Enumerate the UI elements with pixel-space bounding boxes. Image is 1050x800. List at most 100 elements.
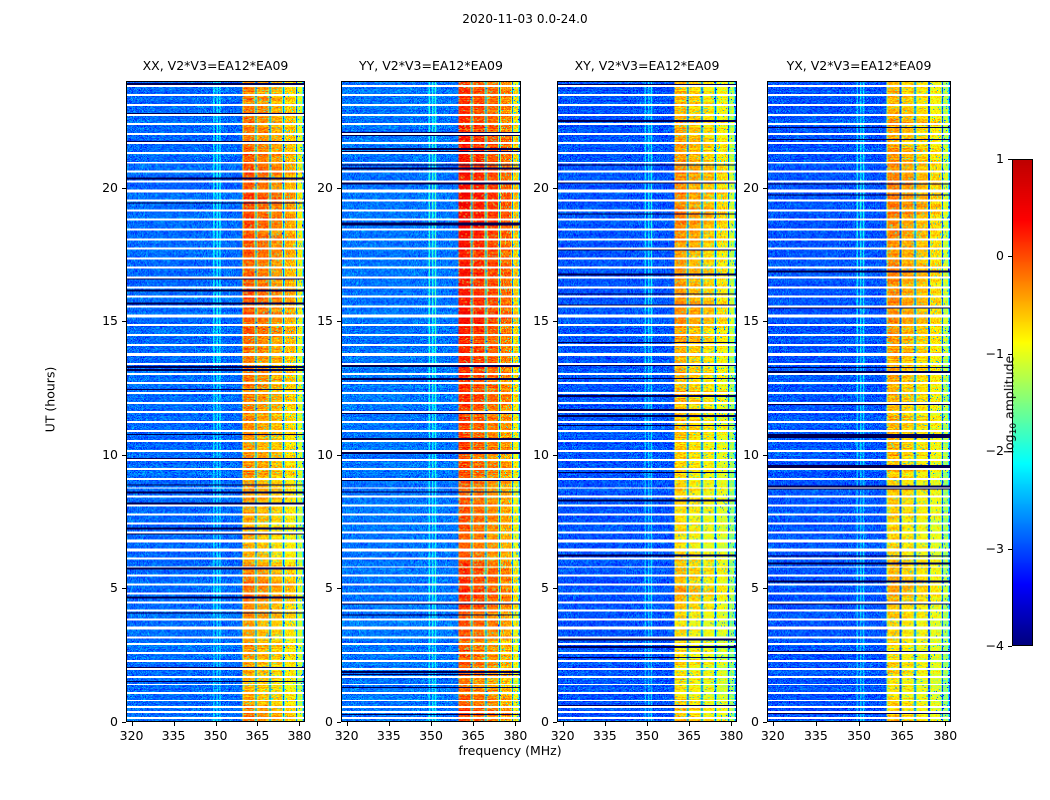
x-tick-label: 350 [419, 728, 443, 743]
heatmap-panel-yy [341, 81, 521, 722]
x-tick-label: 365 [677, 728, 702, 743]
x-tick-label: 320 [119, 728, 144, 743]
y-tick-mark [553, 722, 557, 723]
y-tick-label: 20 [102, 179, 118, 195]
x-tick-label: 335 [592, 728, 617, 743]
figure-suptitle: 2020-11-03 0.0-24.0 [462, 12, 588, 26]
y-tick-label: 20 [743, 179, 759, 195]
x-tick-label: 365 [890, 728, 915, 743]
y-tick-label: 10 [317, 446, 333, 462]
y-tick-mark [122, 588, 126, 589]
y-axis-label: UT (hours) [42, 366, 58, 433]
heatmap-panel-yx [767, 81, 951, 722]
x-tick-mark [431, 722, 432, 726]
y-tick-mark [337, 722, 341, 723]
y-tick-mark [553, 321, 557, 322]
y-tick-mark [553, 455, 557, 456]
x-tick-mark [515, 722, 516, 726]
y-tick-mark [763, 588, 767, 589]
colorbar-tick-label: −2 [985, 443, 1004, 459]
y-tick-label: 5 [541, 580, 549, 596]
x-tick-mark [859, 722, 860, 726]
y-tick-label: 10 [102, 446, 118, 462]
x-tick-mark [257, 722, 258, 726]
colorbar-label: log10 amplitude [1001, 355, 1019, 454]
x-tick-label: 365 [461, 728, 486, 743]
colorbar-tick-mark [1008, 451, 1012, 452]
x-tick-mark [347, 722, 348, 726]
y-tick-label: 5 [110, 580, 118, 596]
x-tick-mark [816, 722, 817, 726]
colorbar-tick-mark [1008, 159, 1012, 160]
y-tick-label: 10 [533, 446, 549, 462]
panel-title-xy: XY, V2*V3=EA12*EA09 [574, 58, 720, 73]
y-tick-label: 5 [325, 580, 333, 596]
y-tick-mark [763, 455, 767, 456]
y-tick-mark [553, 588, 557, 589]
y-tick-label: 15 [533, 313, 549, 329]
y-tick-mark [553, 188, 557, 189]
x-tick-mark [299, 722, 300, 726]
y-tick-mark [337, 455, 341, 456]
colorbar-tick-label: −3 [985, 540, 1004, 556]
x-tick-label: 350 [847, 728, 871, 743]
y-tick-mark [763, 722, 767, 723]
x-tick-mark [605, 722, 606, 726]
x-tick-label: 380 [719, 728, 744, 743]
y-tick-label: 15 [743, 313, 759, 329]
colorbar-tick-mark [1008, 354, 1012, 355]
x-tick-label: 380 [287, 728, 312, 743]
x-tick-mark [389, 722, 390, 726]
x-tick-label: 350 [635, 728, 659, 743]
y-tick-label: 0 [110, 714, 118, 729]
y-tick-mark [337, 321, 341, 322]
y-tick-mark [763, 321, 767, 322]
colorbar-tick-label: 1 [996, 151, 1004, 166]
x-tick-mark [773, 722, 774, 726]
y-tick-label: 0 [751, 714, 759, 729]
colorbar-tick-label: 0 [996, 248, 1004, 264]
x-tick-label: 335 [161, 728, 186, 743]
colorbar-tick-mark [1008, 646, 1012, 647]
y-tick-mark [122, 722, 126, 723]
x-axis-label: frequency (MHz) [458, 743, 562, 758]
y-tick-mark [337, 188, 341, 189]
x-tick-label: 380 [503, 728, 528, 743]
x-tick-label: 335 [376, 728, 401, 743]
y-tick-mark [122, 321, 126, 322]
y-tick-label: 5 [751, 580, 759, 596]
y-tick-label: 0 [541, 714, 549, 729]
y-tick-mark [122, 455, 126, 456]
x-tick-label: 365 [245, 728, 270, 743]
x-tick-mark [731, 722, 732, 726]
y-tick-label: 20 [317, 179, 333, 195]
y-tick-label: 15 [102, 313, 118, 329]
x-tick-mark [216, 722, 217, 726]
y-tick-mark [122, 188, 126, 189]
panel-title-yx: YX, V2*V3=EA12*EA09 [786, 58, 932, 73]
x-tick-mark [174, 722, 175, 726]
heatmap-panel-xy [557, 81, 737, 722]
x-tick-label: 380 [933, 728, 958, 743]
x-tick-mark [945, 722, 946, 726]
y-tick-label: 15 [317, 313, 333, 329]
y-tick-mark [763, 188, 767, 189]
x-tick-label: 320 [550, 728, 575, 743]
colorbar-tick-label: −4 [985, 638, 1004, 653]
x-tick-mark [902, 722, 903, 726]
x-tick-mark [689, 722, 690, 726]
panel-title-xx: XX, V2*V3=EA12*EA09 [142, 58, 289, 73]
colorbar-tick-label: −1 [985, 345, 1004, 361]
colorbar-tick-mark [1008, 549, 1012, 550]
x-tick-mark [563, 722, 564, 726]
heatmap-panel-xx [126, 81, 305, 722]
x-tick-mark [647, 722, 648, 726]
panel-title-yy: YY, V2*V3=EA12*EA09 [359, 58, 503, 73]
y-tick-label: 0 [325, 714, 333, 729]
x-tick-label: 320 [760, 728, 785, 743]
colorbar [1012, 159, 1033, 646]
y-tick-label: 20 [533, 179, 549, 195]
x-tick-mark [473, 722, 474, 726]
x-tick-label: 350 [203, 728, 228, 743]
